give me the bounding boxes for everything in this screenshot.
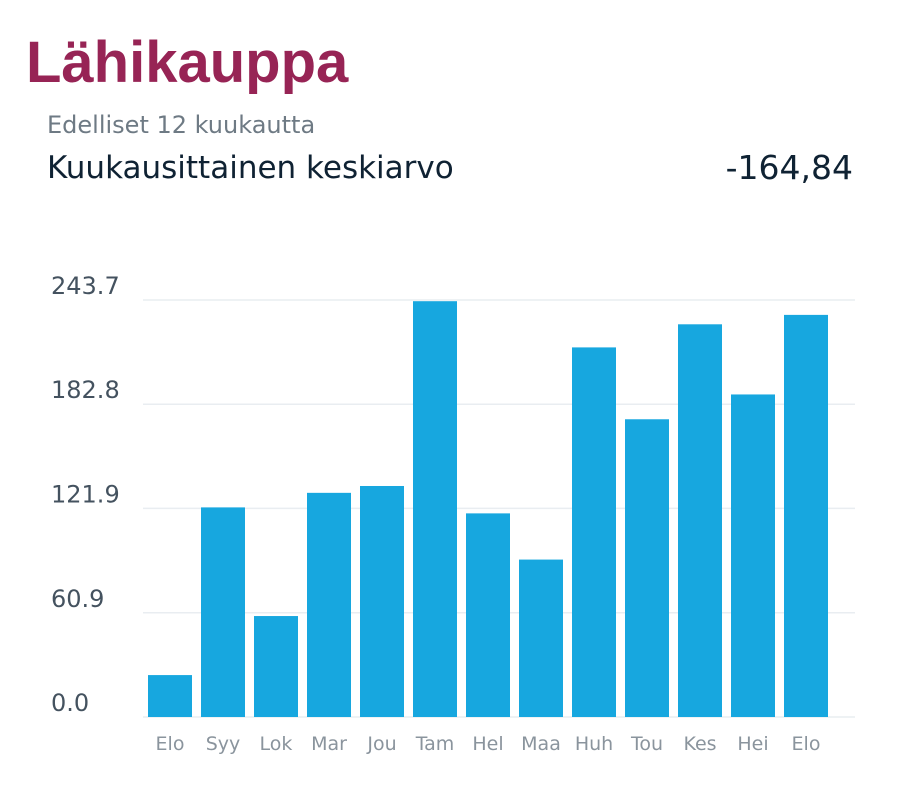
period-subtitle: Edelliset 12 kuukautta <box>47 111 316 139</box>
y-tick-label: 243.7 <box>51 272 120 300</box>
bar-elo-0[interactable] <box>148 675 192 717</box>
x-tick-label: Kes <box>683 733 716 755</box>
x-tick-label: Hei <box>737 733 768 755</box>
bar-lok-2[interactable] <box>254 616 298 717</box>
monthly-average-value: -164,84 <box>725 148 853 187</box>
y-tick-label: 0.0 <box>51 689 89 717</box>
x-tick-label: Huh <box>575 733 613 755</box>
x-tick-label: Hel <box>472 733 503 755</box>
x-tick-label: Tou <box>630 733 663 755</box>
bar-hei-11[interactable] <box>731 394 775 717</box>
bar-tou-9[interactable] <box>625 419 669 717</box>
x-tick-label: Jou <box>366 733 396 755</box>
y-axis-ticks: 0.0 60.9 121.9 182.8 243.7 <box>51 272 120 717</box>
bar-syy-1[interactable] <box>201 507 245 717</box>
bar-mar-3[interactable] <box>307 492 351 717</box>
bar-hel-6[interactable] <box>466 513 510 717</box>
x-axis-ticks: Elo Syy Lok Mar Jou Tam Hel Maa Huh Tou Kes Hei Elo <box>156 733 821 755</box>
bar-maa-7[interactable] <box>519 559 563 717</box>
x-tick-label: Elo <box>792 733 821 755</box>
bars <box>148 301 828 717</box>
x-tick-label: Elo <box>156 733 185 755</box>
y-tick-label: 182.8 <box>51 376 120 404</box>
x-tick-label: Syy <box>206 733 241 755</box>
bar-kes-10[interactable] <box>678 324 722 717</box>
bar-tam-5[interactable] <box>413 301 457 717</box>
y-tick-label: 60.9 <box>51 585 104 613</box>
bar-huh-8[interactable] <box>572 347 616 717</box>
bar-jou-4[interactable] <box>360 485 404 717</box>
x-tick-label: Tam <box>415 733 455 755</box>
x-tick-label: Mar <box>311 733 347 755</box>
y-tick-label: 121.9 <box>51 480 120 508</box>
page-title: Lähikauppa <box>26 30 349 95</box>
x-tick-label: Maa <box>521 733 561 755</box>
monthly-average-label: Kuukausittainen keskiarvo <box>47 150 454 186</box>
x-tick-label: Lok <box>260 733 293 755</box>
bar-elo-12[interactable] <box>784 314 828 717</box>
